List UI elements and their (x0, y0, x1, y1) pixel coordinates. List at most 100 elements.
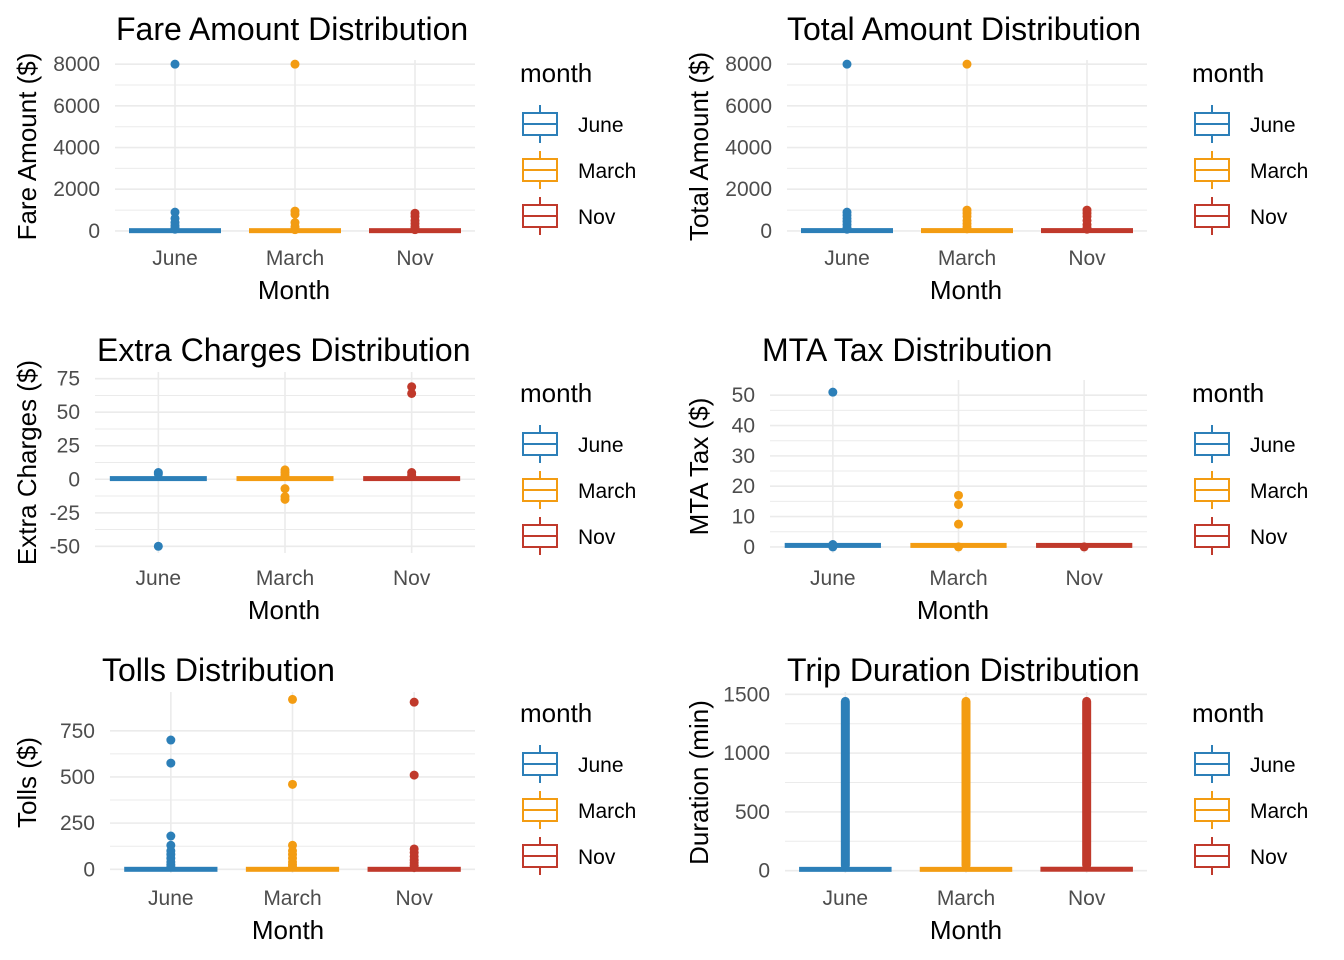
x-tick-label: June (824, 247, 870, 270)
outlier-point-march (288, 694, 297, 704)
legend-label: June (1250, 434, 1296, 457)
x-tick-label: June (152, 247, 198, 270)
outlier-point-nov (407, 388, 417, 398)
x-tick-label: Nov (1065, 567, 1103, 590)
x-axis-title: Month (252, 915, 324, 945)
x-tick-label: Nov (1068, 887, 1106, 910)
chart-panel-6: 0 500 1000 1500 June March Nov Trip Duration Di… (684, 652, 1308, 945)
y-axis-title: Tolls ($) (12, 737, 42, 828)
y-tick-label: 4000 (725, 137, 772, 160)
legend-title: month (1192, 58, 1264, 88)
chart-title: Tolls Distribution (102, 652, 335, 688)
y-tick-label: 4000 (53, 137, 100, 160)
y-axis-title: Total Amount ($) (684, 52, 714, 241)
outlier-point-nov (409, 770, 419, 780)
y-tick-label: 50 (57, 401, 80, 424)
y-tick-label: 30 (732, 445, 755, 468)
outlier-point-june (828, 387, 838, 397)
outlier-point-nov (407, 470, 417, 480)
legend-title: month (520, 378, 592, 408)
outlier-point-june (166, 862, 176, 872)
legend-label: March (578, 160, 636, 183)
y-tick-label: 500 (60, 766, 95, 789)
x-tick-label: June (136, 567, 182, 590)
outlier-point-march (288, 862, 297, 872)
x-axis-title: Month (258, 275, 330, 305)
y-tick-label: 0 (68, 468, 80, 491)
y-tick-label: 0 (760, 220, 772, 243)
y-axis-title: Extra Charges ($) (12, 360, 42, 565)
x-tick-label: June (823, 887, 869, 910)
legend-label: March (578, 800, 636, 823)
outlier-point-march (288, 779, 297, 789)
x-tick-label: March (929, 567, 987, 590)
outlier-point-june (170, 224, 180, 234)
y-tick-label: 2000 (53, 178, 100, 201)
outlier-point-nov (1079, 542, 1089, 552)
legend-label: June (1250, 754, 1296, 777)
y-tick-label: 0 (88, 220, 100, 243)
legend: month June March Nov (1192, 698, 1308, 875)
y-axis-title: Fare Amount ($) (12, 53, 42, 241)
legend: month June March Nov (1192, 58, 1308, 235)
chart-title: Fare Amount Distribution (116, 11, 468, 47)
y-tick-label: 0 (758, 860, 770, 883)
y-tick-label: 1000 (723, 742, 770, 765)
y-tick-label: 0 (743, 536, 755, 559)
x-axis-title: Month (248, 595, 320, 625)
x-tick-label: June (148, 887, 194, 910)
legend: month June March Nov (520, 378, 636, 555)
outlier-point-march (962, 59, 972, 69)
chart-title: Trip Duration Distribution (787, 652, 1140, 688)
chart-title: Total Amount Distribution (787, 11, 1141, 47)
y-tick-label: 20 (732, 475, 755, 498)
x-tick-label: June (810, 567, 856, 590)
chart-title: Extra Charges Distribution (97, 332, 470, 368)
outlier-point-march (280, 484, 290, 494)
x-tick-label: Nov (1068, 247, 1106, 270)
chart-title: MTA Tax Distribution (762, 332, 1052, 368)
legend: month June March Nov (1192, 378, 1308, 555)
legend-label: June (578, 434, 624, 457)
legend-label: Nov (578, 846, 616, 869)
legend-label: March (1250, 800, 1308, 823)
x-tick-label: March (937, 887, 995, 910)
outlier-point-june (828, 542, 838, 552)
chart-panel-2: 0 2000 4000 6000 8000 June March Nov Total Amoun… (684, 11, 1308, 305)
x-axis-title: Month (930, 275, 1002, 305)
legend-title: month (1192, 378, 1264, 408)
legend-title: month (520, 58, 592, 88)
y-tick-label: 8000 (725, 53, 772, 76)
outlier-point-nov (409, 697, 419, 707)
y-axis-title: Duration (min) (684, 700, 714, 865)
outlier-point-nov (409, 862, 419, 872)
y-tick-label: 500 (735, 801, 770, 824)
y-tick-label: -50 (50, 535, 80, 558)
x-tick-label: March (263, 887, 321, 910)
x-tick-label: March (938, 247, 996, 270)
outlier-point-june (166, 831, 176, 841)
x-tick-label: Nov (396, 247, 434, 270)
outlier-point-june (166, 758, 176, 768)
outlier-point-june (170, 59, 180, 69)
y-tick-label: 1500 (723, 683, 770, 706)
outlier-point-march (280, 494, 290, 504)
y-tick-label: 75 (57, 368, 80, 391)
chart-panel-5: 0 250 500 750 June March Nov Tolls Distribution… (12, 652, 636, 945)
legend-label: June (578, 114, 624, 137)
legend-label: June (578, 754, 624, 777)
legend-label: March (1250, 480, 1308, 503)
outlier-point-nov (1082, 224, 1092, 234)
legend: month June March Nov (520, 698, 636, 875)
outlier-point-june (842, 59, 852, 69)
outlier-point-june (153, 541, 163, 551)
legend-label: March (578, 480, 636, 503)
legend-label: March (1250, 160, 1308, 183)
legend-title: month (1192, 698, 1264, 728)
y-tick-label: 25 (57, 435, 80, 458)
legend: month June March Nov (520, 58, 636, 235)
x-tick-label: Nov (393, 567, 431, 590)
y-tick-label: 40 (732, 415, 755, 438)
legend-title: month (520, 698, 592, 728)
